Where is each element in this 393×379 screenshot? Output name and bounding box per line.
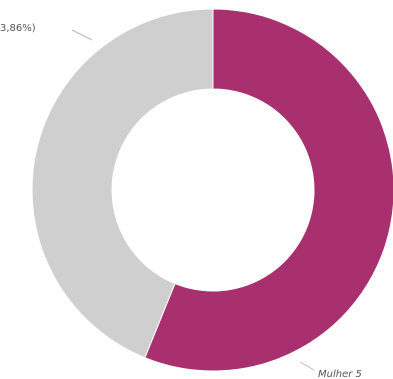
donut-slice [144, 8, 393, 372]
slice-label: 3,86%) [0, 23, 36, 34]
donut-slice [31, 8, 214, 359]
slice-label: Mulher 5 [318, 369, 362, 379]
leader-line [71, 29, 93, 41]
leader-line [299, 361, 315, 371]
